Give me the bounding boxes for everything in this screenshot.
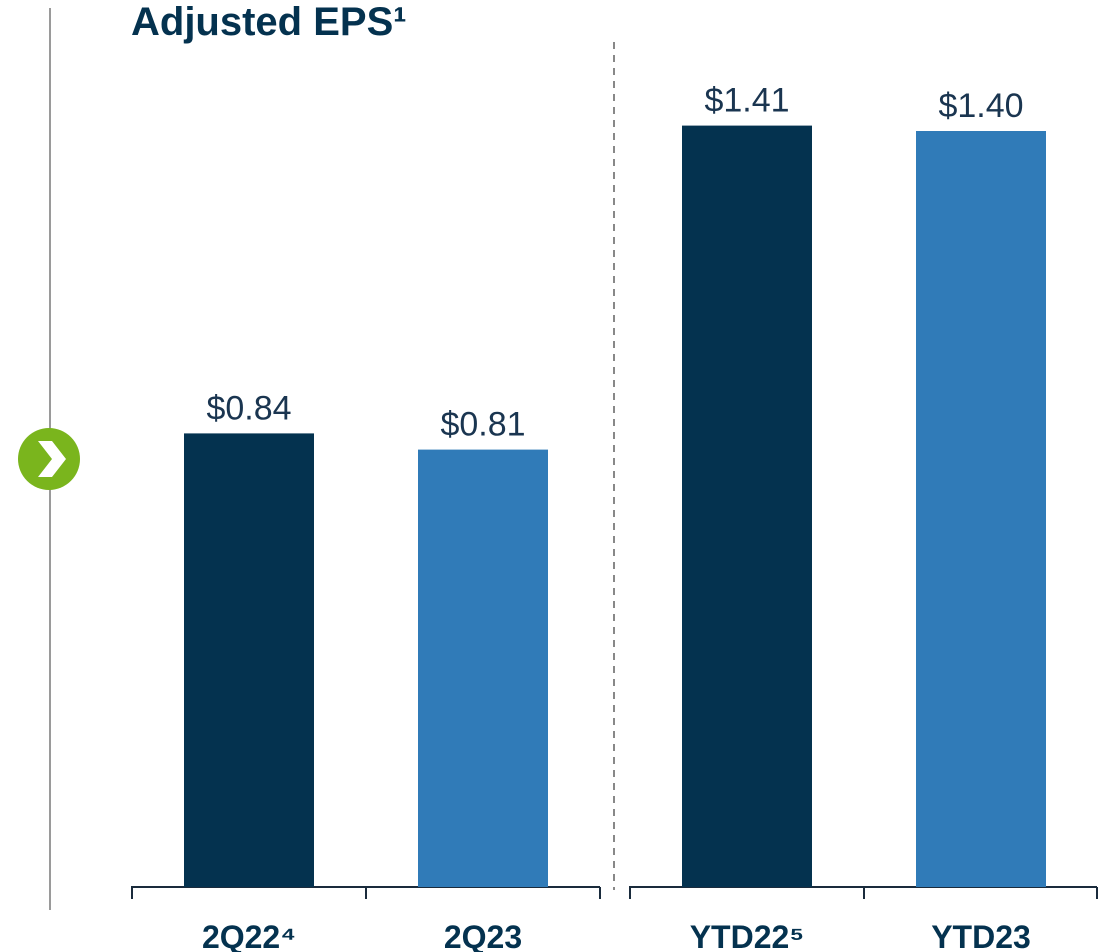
x-tick-label: YTD23 [931, 919, 1031, 952]
bar [184, 433, 314, 887]
bar [418, 449, 548, 887]
value-label: $1.41 [704, 82, 789, 120]
x-tick-label: YTD22⁵ [690, 919, 805, 952]
bar [682, 125, 812, 888]
marker-circle [18, 428, 80, 490]
value-label: $0.84 [206, 389, 291, 427]
marker-chevron [38, 441, 66, 477]
bar [916, 131, 1046, 887]
chart-title: Adjusted EPS¹ [131, 0, 407, 44]
value-label: $1.40 [938, 87, 1023, 125]
value-label: $0.81 [440, 406, 525, 444]
x-tick-label: 2Q23 [444, 919, 522, 952]
x-tick-label: 2Q22⁴ [202, 919, 296, 952]
